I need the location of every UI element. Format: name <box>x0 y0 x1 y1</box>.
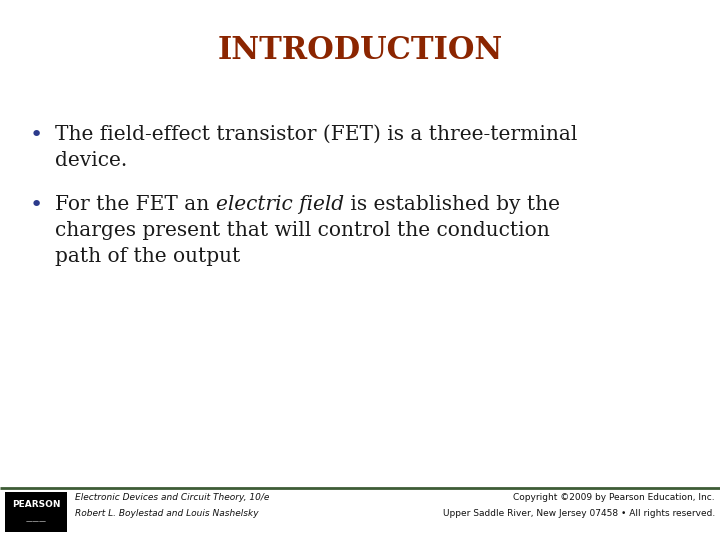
Text: is established by the: is established by the <box>343 195 559 214</box>
Text: path of the output: path of the output <box>55 247 240 266</box>
Text: •: • <box>30 195 43 215</box>
Text: The field-effect transistor (FET) is a three-terminal: The field-effect transistor (FET) is a t… <box>55 125 577 144</box>
FancyBboxPatch shape <box>5 492 67 532</box>
Text: PEARSON: PEARSON <box>12 500 60 509</box>
Text: Copyright ©2009 by Pearson Education, Inc.: Copyright ©2009 by Pearson Education, In… <box>513 492 715 502</box>
Text: charges present that will control the conduction: charges present that will control the co… <box>55 221 550 240</box>
Text: INTRODUCTION: INTRODUCTION <box>217 35 503 66</box>
Text: Robert L. Boylestad and Louis Nashelsky: Robert L. Boylestad and Louis Nashelsky <box>75 509 258 517</box>
Text: electric field: electric field <box>215 195 343 214</box>
Text: device.: device. <box>55 151 127 170</box>
Text: Electronic Devices and Circuit Theory, 10/e: Electronic Devices and Circuit Theory, 1… <box>75 492 269 502</box>
Text: •: • <box>30 125 43 145</box>
Text: For the FET an: For the FET an <box>55 195 215 214</box>
Text: Upper Saddle River, New Jersey 07458 • All rights reserved.: Upper Saddle River, New Jersey 07458 • A… <box>443 509 715 517</box>
Text: ———: ——— <box>25 518 47 524</box>
